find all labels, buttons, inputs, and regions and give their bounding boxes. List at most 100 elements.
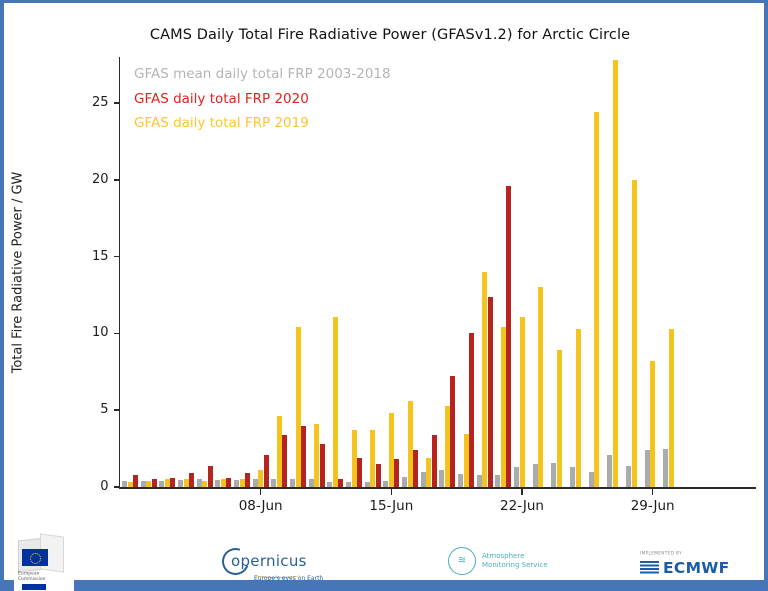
y-tick-15	[113, 255, 120, 258]
bar-gfas-mean-daily-total-frp-2003-2018-06-jun	[215, 480, 221, 487]
bar-gfas-daily-total-frp-2019-05-jun	[202, 480, 208, 487]
legend-item-gfas-daily-total-frp-2020: GFAS daily total FRP 2020	[134, 90, 309, 107]
y-tick-label-25: 25	[91, 95, 109, 111]
bar-gfas-daily-total-frp-2020-10-jun	[301, 425, 307, 487]
bar-gfas-daily-total-frp-2020-15-jun	[394, 459, 400, 487]
frame-border-bottom	[0, 580, 768, 591]
x-tick-22-Jun	[521, 488, 523, 495]
ecmwf-implemented-by: IMPLEMENTED BY	[640, 551, 683, 557]
bar-gfas-mean-daily-total-frp-2003-2018-29-jun	[644, 450, 650, 487]
bar-gfas-daily-total-frp-2020-07-jun	[245, 473, 251, 487]
bar-gfas-mean-daily-total-frp-2003-2018-21-jun	[495, 474, 501, 487]
frame-border-top	[0, 0, 768, 3]
y-tick-label-5: 5	[100, 402, 109, 418]
ecmwf-logo: IMPLEMENTED BY ECMWF	[640, 551, 750, 581]
x-tick-15-Jun	[390, 488, 393, 495]
bar-gfas-daily-total-frp-2019-09-jun	[276, 416, 282, 487]
bar-gfas-daily-total-frp-2019-07-jun	[239, 478, 245, 487]
bar-gfas-daily-total-frp-2019-06-jun	[220, 479, 226, 487]
bar-gfas-daily-total-frp-2020-01-jun	[133, 474, 139, 487]
bar-gfas-daily-total-frp-2020-05-jun	[207, 465, 213, 487]
ams-logo-text-line2: Monitoring Service	[482, 560, 548, 569]
y-tick-25	[113, 102, 120, 104]
bar-gfas-daily-total-frp-2020-17-jun	[431, 434, 437, 487]
bar-gfas-daily-total-frp-2019-15-jun	[388, 413, 394, 487]
bar-gfas-daily-total-frp-2019-04-jun	[183, 479, 189, 487]
bar-gfas-mean-daily-total-frp-2003-2018-25-jun	[570, 467, 575, 487]
bar-gfas-mean-daily-total-frp-2003-2018-22-jun	[514, 467, 519, 487]
bar-gfas-daily-total-frp-2019-11-jun	[314, 424, 320, 487]
frame-border-left	[0, 0, 4, 591]
bar-gfas-mean-daily-total-frp-2003-2018-16-jun	[402, 477, 407, 487]
ec-logo-text-line1: European	[18, 571, 40, 577]
legend: GFAS mean daily total FRP 2003-2018 GFAS …	[134, 62, 391, 136]
bar-gfas-mean-daily-total-frp-2003-2018-13-jun	[346, 482, 351, 487]
copernicus-swoosh-icon	[254, 572, 300, 578]
bar-gfas-daily-total-frp-2019-01-jun	[127, 482, 133, 487]
x-tick-08-Jun	[259, 488, 262, 495]
ams-logo-text: Atmosphere Monitoring Service	[482, 552, 548, 569]
bar-gfas-daily-total-frp-2019-28-jun	[631, 179, 637, 487]
eu-flag-icon	[22, 549, 48, 566]
eu-stars-icon	[30, 552, 41, 564]
bar-gfas-mean-daily-total-frp-2003-2018-01-jun	[122, 480, 127, 487]
bar-gfas-daily-total-frp-2019-27-jun	[612, 60, 618, 487]
ams-globe-icon: ≋	[448, 547, 476, 575]
bar-gfas-mean-daily-total-frp-2003-2018-12-jun	[327, 482, 333, 487]
bar-gfas-mean-daily-total-frp-2003-2018-19-jun	[458, 473, 463, 487]
bar-gfas-daily-total-frp-2020-02-jun	[151, 479, 157, 487]
bar-gfas-mean-daily-total-frp-2003-2018-23-jun	[532, 463, 538, 487]
bar-gfas-daily-total-frp-2019-12-jun	[332, 316, 338, 487]
ec-logo-text-line2: Commission	[18, 576, 46, 582]
bar-gfas-daily-total-frp-2020-12-jun	[338, 479, 344, 487]
bar-gfas-daily-total-frp-2019-17-jun	[426, 457, 432, 487]
bar-gfas-mean-daily-total-frp-2003-2018-15-jun	[383, 480, 389, 487]
bar-gfas-mean-daily-total-frp-2003-2018-14-jun	[364, 481, 370, 487]
y-tick-label-20: 20	[91, 171, 109, 187]
bar-gfas-mean-daily-total-frp-2003-2018-10-jun	[290, 478, 295, 487]
bar-gfas-mean-daily-total-frp-2003-2018-09-jun	[271, 479, 277, 487]
ecmwf-row: ECMWF	[640, 559, 730, 577]
ecmwf-flag-icon	[640, 561, 659, 575]
y-tick-10	[113, 332, 120, 335]
y-tick-label-10: 10	[91, 325, 109, 341]
bar-gfas-mean-daily-total-frp-2003-2018-05-jun	[196, 478, 202, 487]
bar-gfas-daily-total-frp-2019-25-jun	[575, 328, 581, 487]
bar-gfas-daily-total-frp-2019-21-jun	[500, 327, 506, 487]
y-tick-0	[113, 486, 120, 488]
bar-gfas-mean-daily-total-frp-2003-2018-02-jun	[140, 480, 146, 487]
x-tick-29-Jun	[651, 488, 654, 495]
bar-gfas-daily-total-frp-2019-02-jun	[146, 480, 152, 487]
y-tick-label-15: 15	[91, 248, 109, 264]
bar-gfas-daily-total-frp-2019-18-jun	[444, 406, 450, 487]
ams-logo-text-line1: Atmosphere	[482, 552, 525, 560]
bar-gfas-daily-total-frp-2019-24-jun	[556, 350, 562, 487]
bar-gfas-mean-daily-total-frp-2003-2018-17-jun	[420, 471, 426, 487]
bar-gfas-daily-total-frp-2019-13-jun	[351, 430, 357, 487]
bar-gfas-daily-total-frp-2019-08-jun	[258, 470, 264, 487]
bar-gfas-mean-daily-total-frp-2003-2018-11-jun	[308, 479, 314, 487]
bar-gfas-mean-daily-total-frp-2003-2018-30-jun	[663, 449, 669, 487]
bar-gfas-daily-total-frp-2019-19-jun	[463, 434, 469, 487]
bar-gfas-mean-daily-total-frp-2003-2018-18-jun	[439, 470, 445, 487]
bar-gfas-daily-total-frp-2020-06-jun	[226, 477, 232, 487]
legend-item-gfas-mean-daily-total-frp-2003-2018: GFAS mean daily total FRP 2003-2018	[134, 66, 391, 82]
bar-gfas-daily-total-frp-2019-20-jun	[482, 272, 488, 487]
bar-gfas-mean-daily-total-frp-2003-2018-07-jun	[234, 480, 239, 487]
bar-gfas-daily-total-frp-2019-23-jun	[538, 287, 544, 487]
bar-gfas-daily-total-frp-2019-22-jun	[519, 316, 525, 487]
copernicus-tagline: Europe's eyes on Earth	[254, 575, 324, 582]
bar-gfas-daily-total-frp-2020-14-jun	[375, 463, 381, 487]
x-tick-label-15-Jun: 15-Jun	[369, 498, 414, 514]
bar-gfas-daily-total-frp-2020-08-jun	[263, 454, 269, 487]
bar-gfas-mean-daily-total-frp-2003-2018-04-jun	[178, 479, 183, 487]
bar-gfas-daily-total-frp-2020-21-jun	[506, 186, 512, 487]
x-tick-label-08-Jun: 08-Jun	[238, 498, 283, 514]
bar-gfas-daily-total-frp-2019-16-jun	[407, 401, 413, 487]
x-tick-label-22-Jun: 22-Jun	[500, 498, 544, 514]
bar-gfas-daily-total-frp-2019-26-jun	[594, 112, 600, 487]
bar-gfas-mean-daily-total-frp-2003-2018-24-jun	[551, 463, 557, 487]
y-tick-20	[113, 179, 120, 181]
bar-gfas-daily-total-frp-2020-19-jun	[469, 333, 475, 487]
